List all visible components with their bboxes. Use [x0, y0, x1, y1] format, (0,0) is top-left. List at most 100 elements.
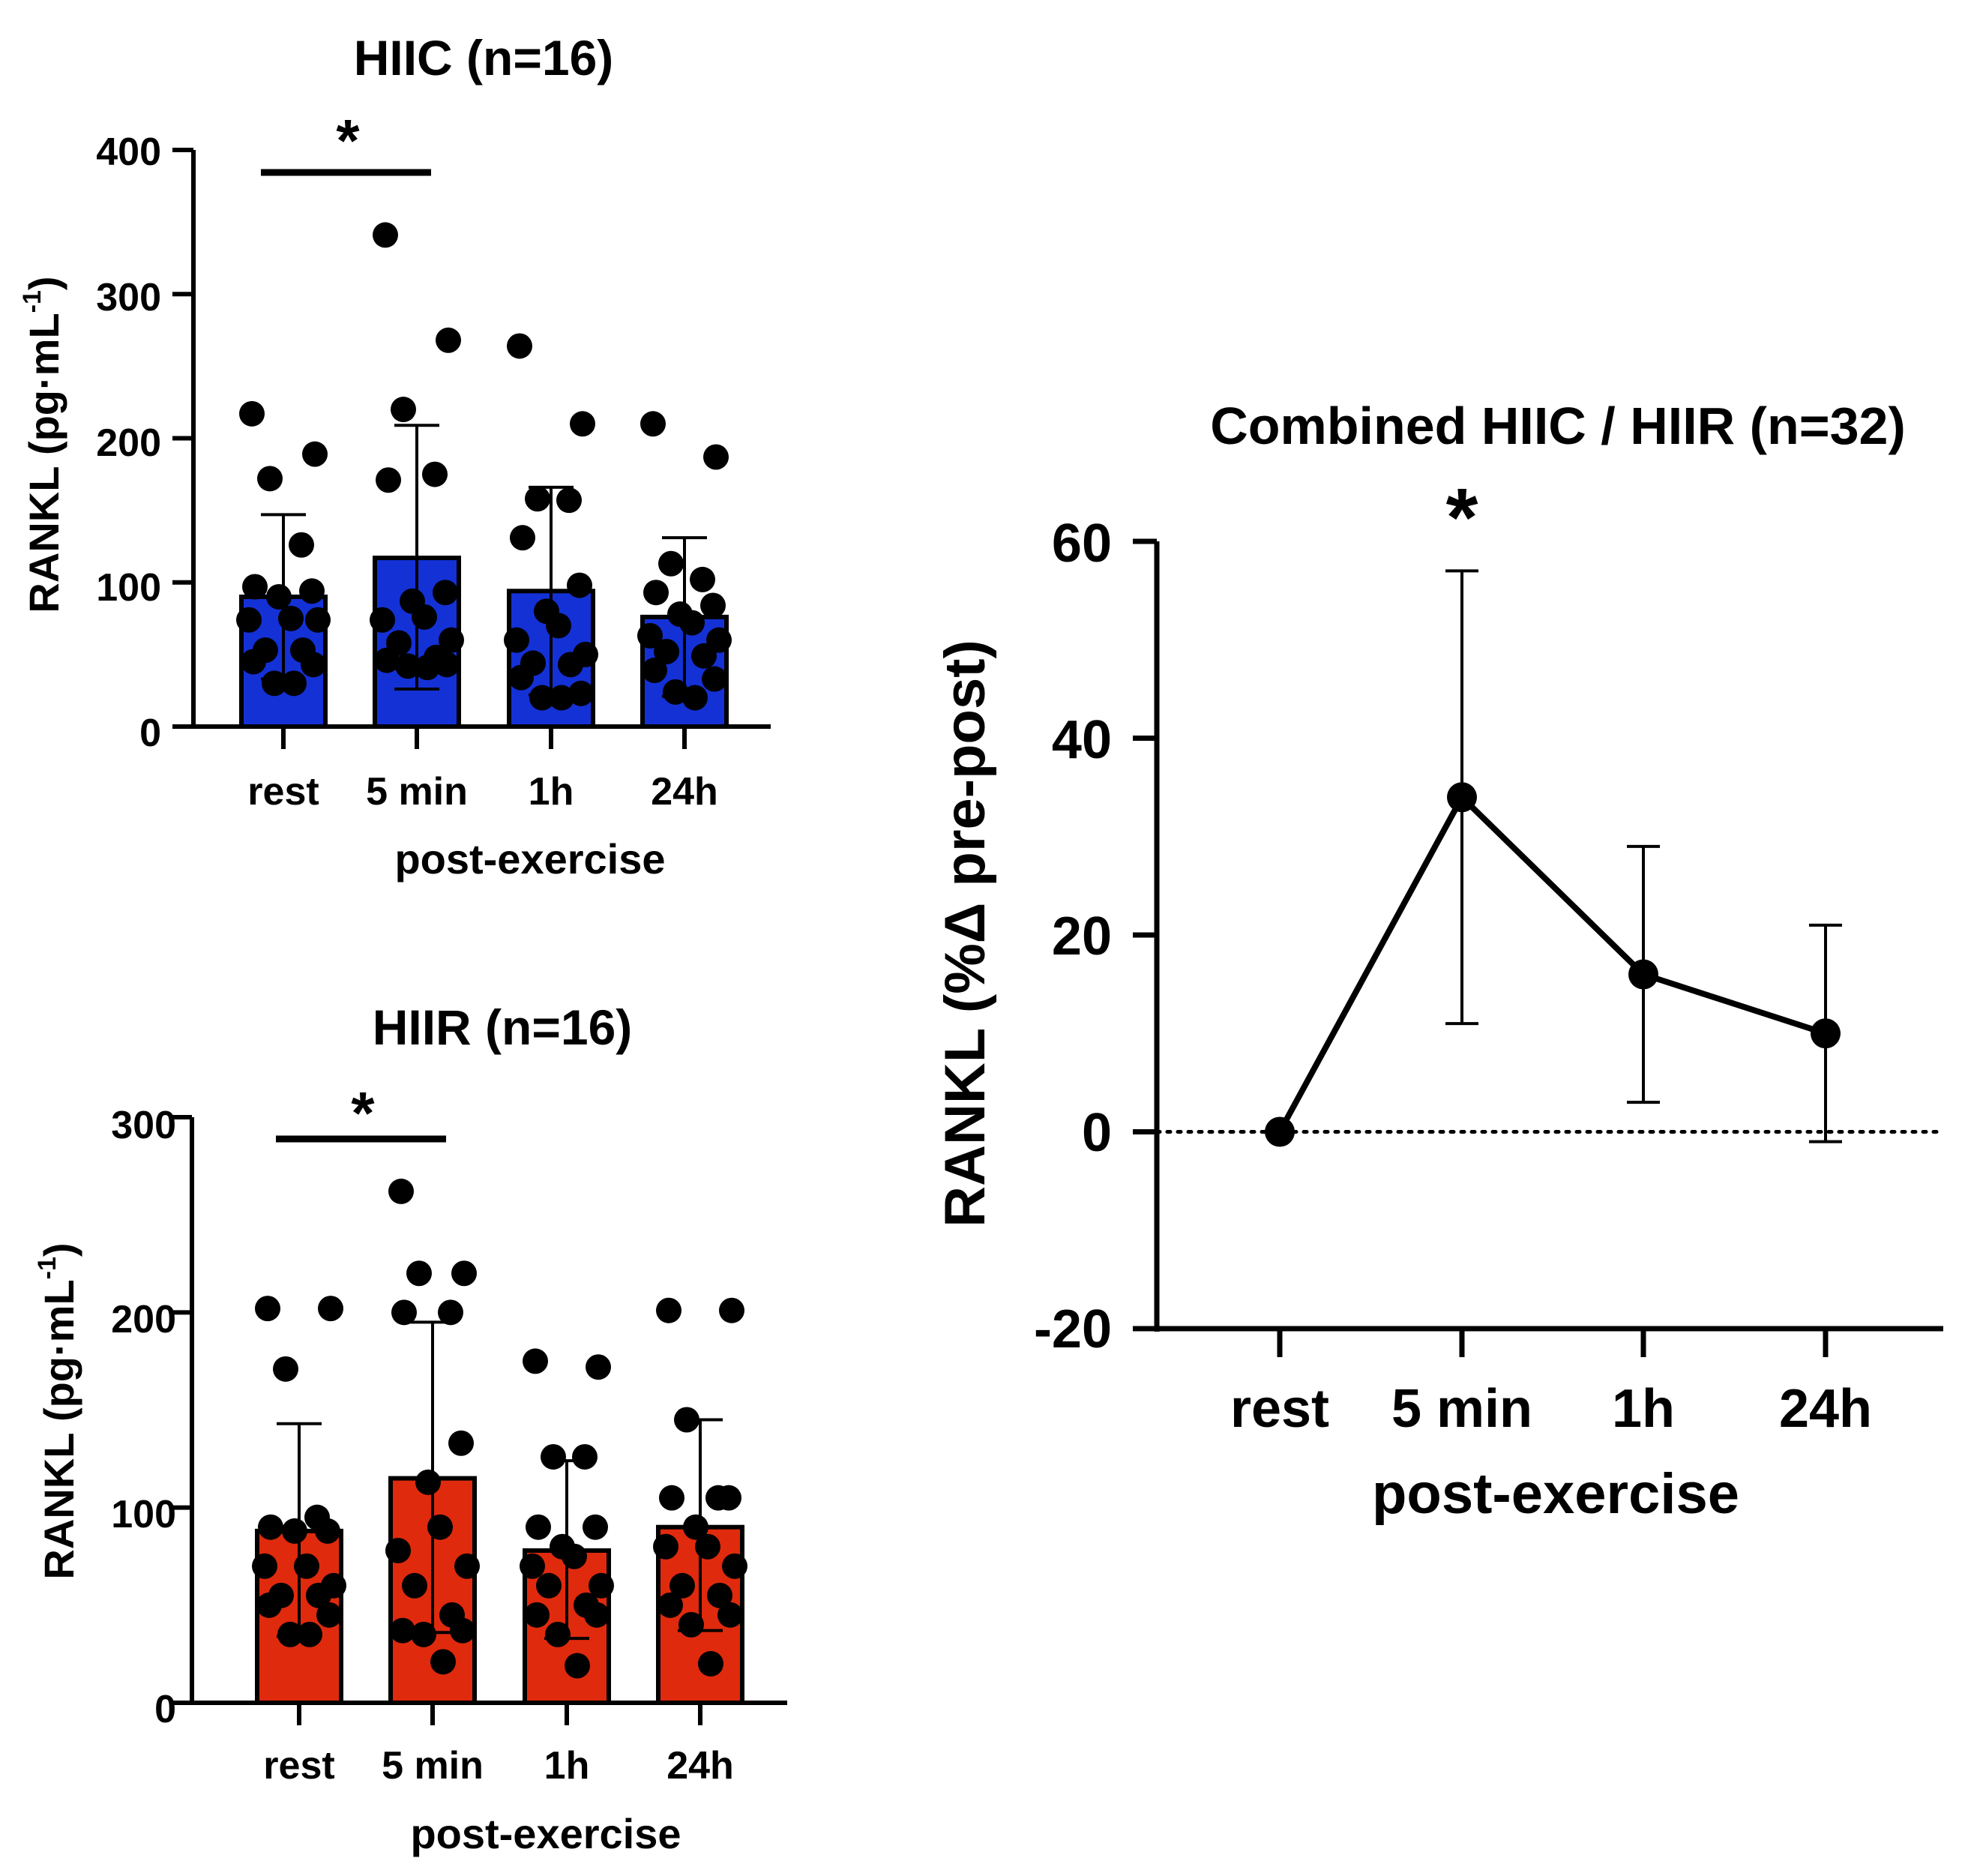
hiic-data-point — [370, 607, 395, 633]
hiic-data-point — [289, 532, 314, 558]
hiir-data-point — [520, 1553, 545, 1579]
hiir-y-tick-label: 300 — [111, 1104, 176, 1147]
hiic-data-point — [434, 652, 460, 678]
combined-x-tick-label: 1h — [1612, 1379, 1675, 1439]
hiic-x-tick-label: 5 min — [366, 770, 468, 814]
combined-y-tick-label: 40 — [1052, 710, 1112, 770]
combined-plot-area — [1133, 538, 1946, 1357]
hiir-x-tick-label: 5 min — [382, 1744, 484, 1788]
hiir-data-point — [695, 1533, 720, 1560]
hiic-data-point — [262, 670, 287, 697]
hiic-data-point — [415, 655, 440, 681]
hiir-data-point — [277, 1621, 303, 1647]
hiir-data-point — [273, 1356, 298, 1382]
hiir-data-point — [523, 1348, 548, 1374]
hiir-data-point — [589, 1572, 614, 1599]
combined-y-tick-label: -20 — [1034, 1299, 1112, 1359]
hiir-data-point — [255, 1296, 280, 1322]
hiir-data-point — [656, 1297, 681, 1323]
hiir-data-point — [430, 1649, 456, 1675]
hiir-data-point — [385, 1537, 411, 1563]
hiir-data-point — [318, 1296, 343, 1322]
hiic-y-tick-label: 200 — [96, 421, 161, 465]
hiir-data-point — [415, 1469, 441, 1495]
hiic-x-tick-label: 24h — [651, 770, 718, 814]
hiir-x-tick-label: 24h — [666, 1744, 734, 1788]
hiir-data-point — [584, 1602, 610, 1628]
hiic-data-point — [412, 604, 437, 630]
combined-y-tick-label: 0 — [1082, 1103, 1112, 1163]
hiir-data-point — [524, 1602, 550, 1628]
combined-x-axis-label: post-exercise — [1372, 1462, 1739, 1526]
hiir-data-point — [683, 1514, 708, 1540]
hiir-data-point — [391, 1299, 417, 1326]
hiic-data-point — [278, 605, 304, 631]
hiir-data-point — [562, 1543, 587, 1569]
hiic-data-point — [433, 580, 458, 606]
hiir-y-tick-label: 100 — [111, 1493, 176, 1536]
hiir-data-point — [450, 1617, 475, 1644]
hiic-data-point — [395, 653, 421, 679]
hiic-data-point — [549, 685, 574, 711]
hiir-data-point — [406, 1260, 432, 1287]
hiir-y-axis-label-sup: -1 — [33, 1257, 61, 1279]
hiic-data-point — [690, 566, 715, 592]
hiic-data-point — [556, 487, 582, 514]
hiic-data-point — [241, 649, 266, 675]
hiic-data-point — [301, 652, 326, 678]
hiir-data-point — [583, 1514, 608, 1540]
combined-y-tick-labels: 60 40 20 0 -20 — [1034, 514, 1112, 1359]
hiic-data-point — [439, 627, 464, 653]
hiic-data-point — [266, 583, 292, 610]
hiic-y-axis-label-sup: -1 — [18, 290, 46, 313]
combined-data-point-0 — [1265, 1116, 1295, 1147]
combined-data-point-1 — [1447, 782, 1477, 813]
hiic-data-point — [281, 670, 307, 697]
hiir-data-point — [669, 1572, 695, 1599]
hiir-data-point — [657, 1592, 683, 1618]
hiir-title: HIIR (n=16) — [373, 999, 633, 1055]
hiic-data-point — [643, 580, 669, 606]
hiir-data-point — [454, 1553, 480, 1579]
hiic-data-point — [546, 613, 571, 639]
combined-title: Combined HIIC / HIIR (n=32) — [1210, 397, 1906, 455]
hiir-data-point — [653, 1533, 678, 1560]
hiir-chart: HIIR (n=16) RANKL (pg·mL-1) 300 200 100 … — [33, 999, 787, 1857]
hiir-data-point — [316, 1602, 342, 1628]
hiic-data-point — [525, 486, 550, 512]
hiic-data-point — [391, 397, 416, 423]
hiir-data-point — [674, 1407, 699, 1433]
hiic-y-tick-label: 0 — [139, 712, 161, 755]
combined-series-line — [1277, 794, 1827, 1134]
hiic-data-point — [640, 411, 666, 437]
hiir-data-point — [717, 1602, 743, 1628]
hiic-data-point — [700, 592, 726, 619]
hiic-data-point — [558, 652, 583, 678]
hiir-data-point — [586, 1354, 611, 1380]
hiir-data-point — [572, 1443, 598, 1470]
hiir-y-tick-label: 0 — [154, 1688, 176, 1731]
hiir-x-tick-label: 1h — [544, 1744, 590, 1788]
hiir-x-axis-label: post-exercise — [410, 1810, 681, 1857]
hiic-y-axis-label-close: ) — [20, 276, 67, 290]
hiic-data-point — [374, 647, 400, 673]
hiir-data-point — [252, 1553, 277, 1579]
combined-x-tick-label: 24h — [1779, 1379, 1872, 1439]
hiir-data-point — [402, 1572, 427, 1599]
hiir-data-point — [545, 1621, 571, 1647]
hiir-data-point — [698, 1650, 723, 1677]
hiic-x-tick-label: 1h — [529, 770, 574, 814]
hiir-y-axis-label-main: RANKL (pg·mL — [35, 1279, 82, 1579]
combined-y-tick-label: 20 — [1052, 907, 1112, 966]
hiic-data-point — [703, 444, 729, 470]
hiir-data-point — [536, 1572, 562, 1599]
combined-y-tick-label: 60 — [1052, 514, 1112, 574]
hiic-significance-star: * — [336, 107, 360, 174]
hiic-y-tick-label: 100 — [96, 566, 161, 610]
hiic-data-point — [436, 327, 461, 353]
hiic-data-point — [239, 400, 265, 427]
hiic-data-point — [642, 658, 667, 684]
hiic-data-point — [706, 627, 732, 653]
hiic-x-tick-label: rest — [247, 770, 319, 814]
